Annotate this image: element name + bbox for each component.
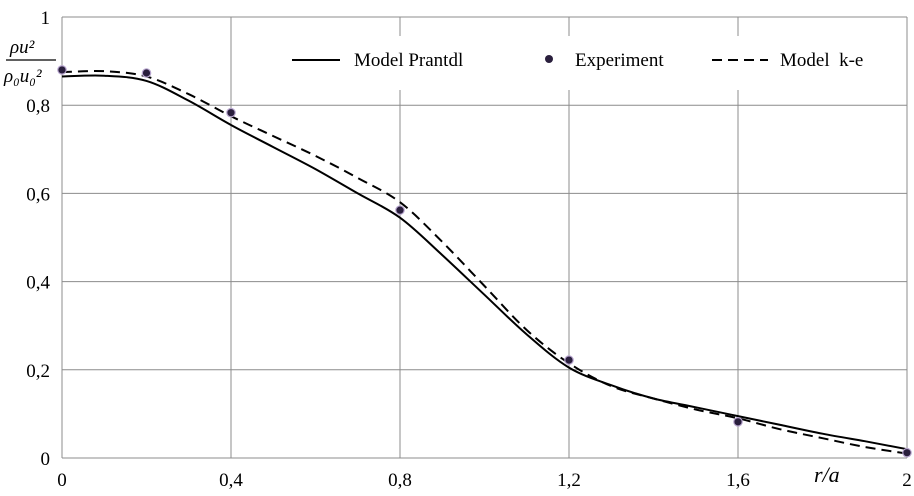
y-tick-label: 0,4 xyxy=(26,273,50,294)
data-point-experiment xyxy=(395,205,405,215)
series-line-model-k-e xyxy=(61,70,908,455)
x-axis-label: r/a xyxy=(814,462,840,487)
x-tick-label: 1,2 xyxy=(557,470,581,491)
legend-background xyxy=(282,36,906,90)
data-point-experiment xyxy=(226,107,236,118)
data-point-experiment xyxy=(141,68,152,78)
data-point-experiment xyxy=(902,447,912,458)
x-tick-label: 0 xyxy=(57,470,67,491)
series-group xyxy=(57,65,912,458)
y-tick-label: 0,8 xyxy=(26,96,50,117)
legend-label-experiment: Experiment xyxy=(575,50,664,71)
data-point-experiment xyxy=(564,355,574,365)
y-axis-label: ρu² ρ₀u₀² xyxy=(3,37,56,87)
data-point-experiment xyxy=(57,65,67,75)
grid xyxy=(61,16,908,459)
legend-label-model-prantdl: Model Prantdl xyxy=(354,50,463,71)
y-tick-label: 1 xyxy=(41,8,51,29)
x-tick-label: 0,8 xyxy=(388,470,412,491)
x-tick-label: 0,4 xyxy=(219,470,243,491)
legend-swatch-experiment xyxy=(545,55,553,63)
x-tick-label: 1,6 xyxy=(726,470,750,491)
y-axis-label-numerator: ρu² xyxy=(9,37,35,58)
legend-label-model-k-e: Model k-e xyxy=(780,50,863,71)
y-tick-label: 0,6 xyxy=(26,184,50,205)
series-line-model-prantdl xyxy=(61,74,908,451)
y-tick-label: 0 xyxy=(41,449,51,470)
legend: Model Prantdl Experiment Model k-e xyxy=(282,36,906,90)
tick-labels: 0 0,2 0,4 0,6 0,8 1 0 0,4 0,8 1,2 1,6 2 xyxy=(26,8,912,491)
y-axis-label-denominator: ρ₀u₀² xyxy=(3,66,42,87)
data-point-experiment xyxy=(733,417,743,427)
x-tick-label: 2 xyxy=(902,470,912,491)
y-tick-label: 0,2 xyxy=(26,361,50,382)
